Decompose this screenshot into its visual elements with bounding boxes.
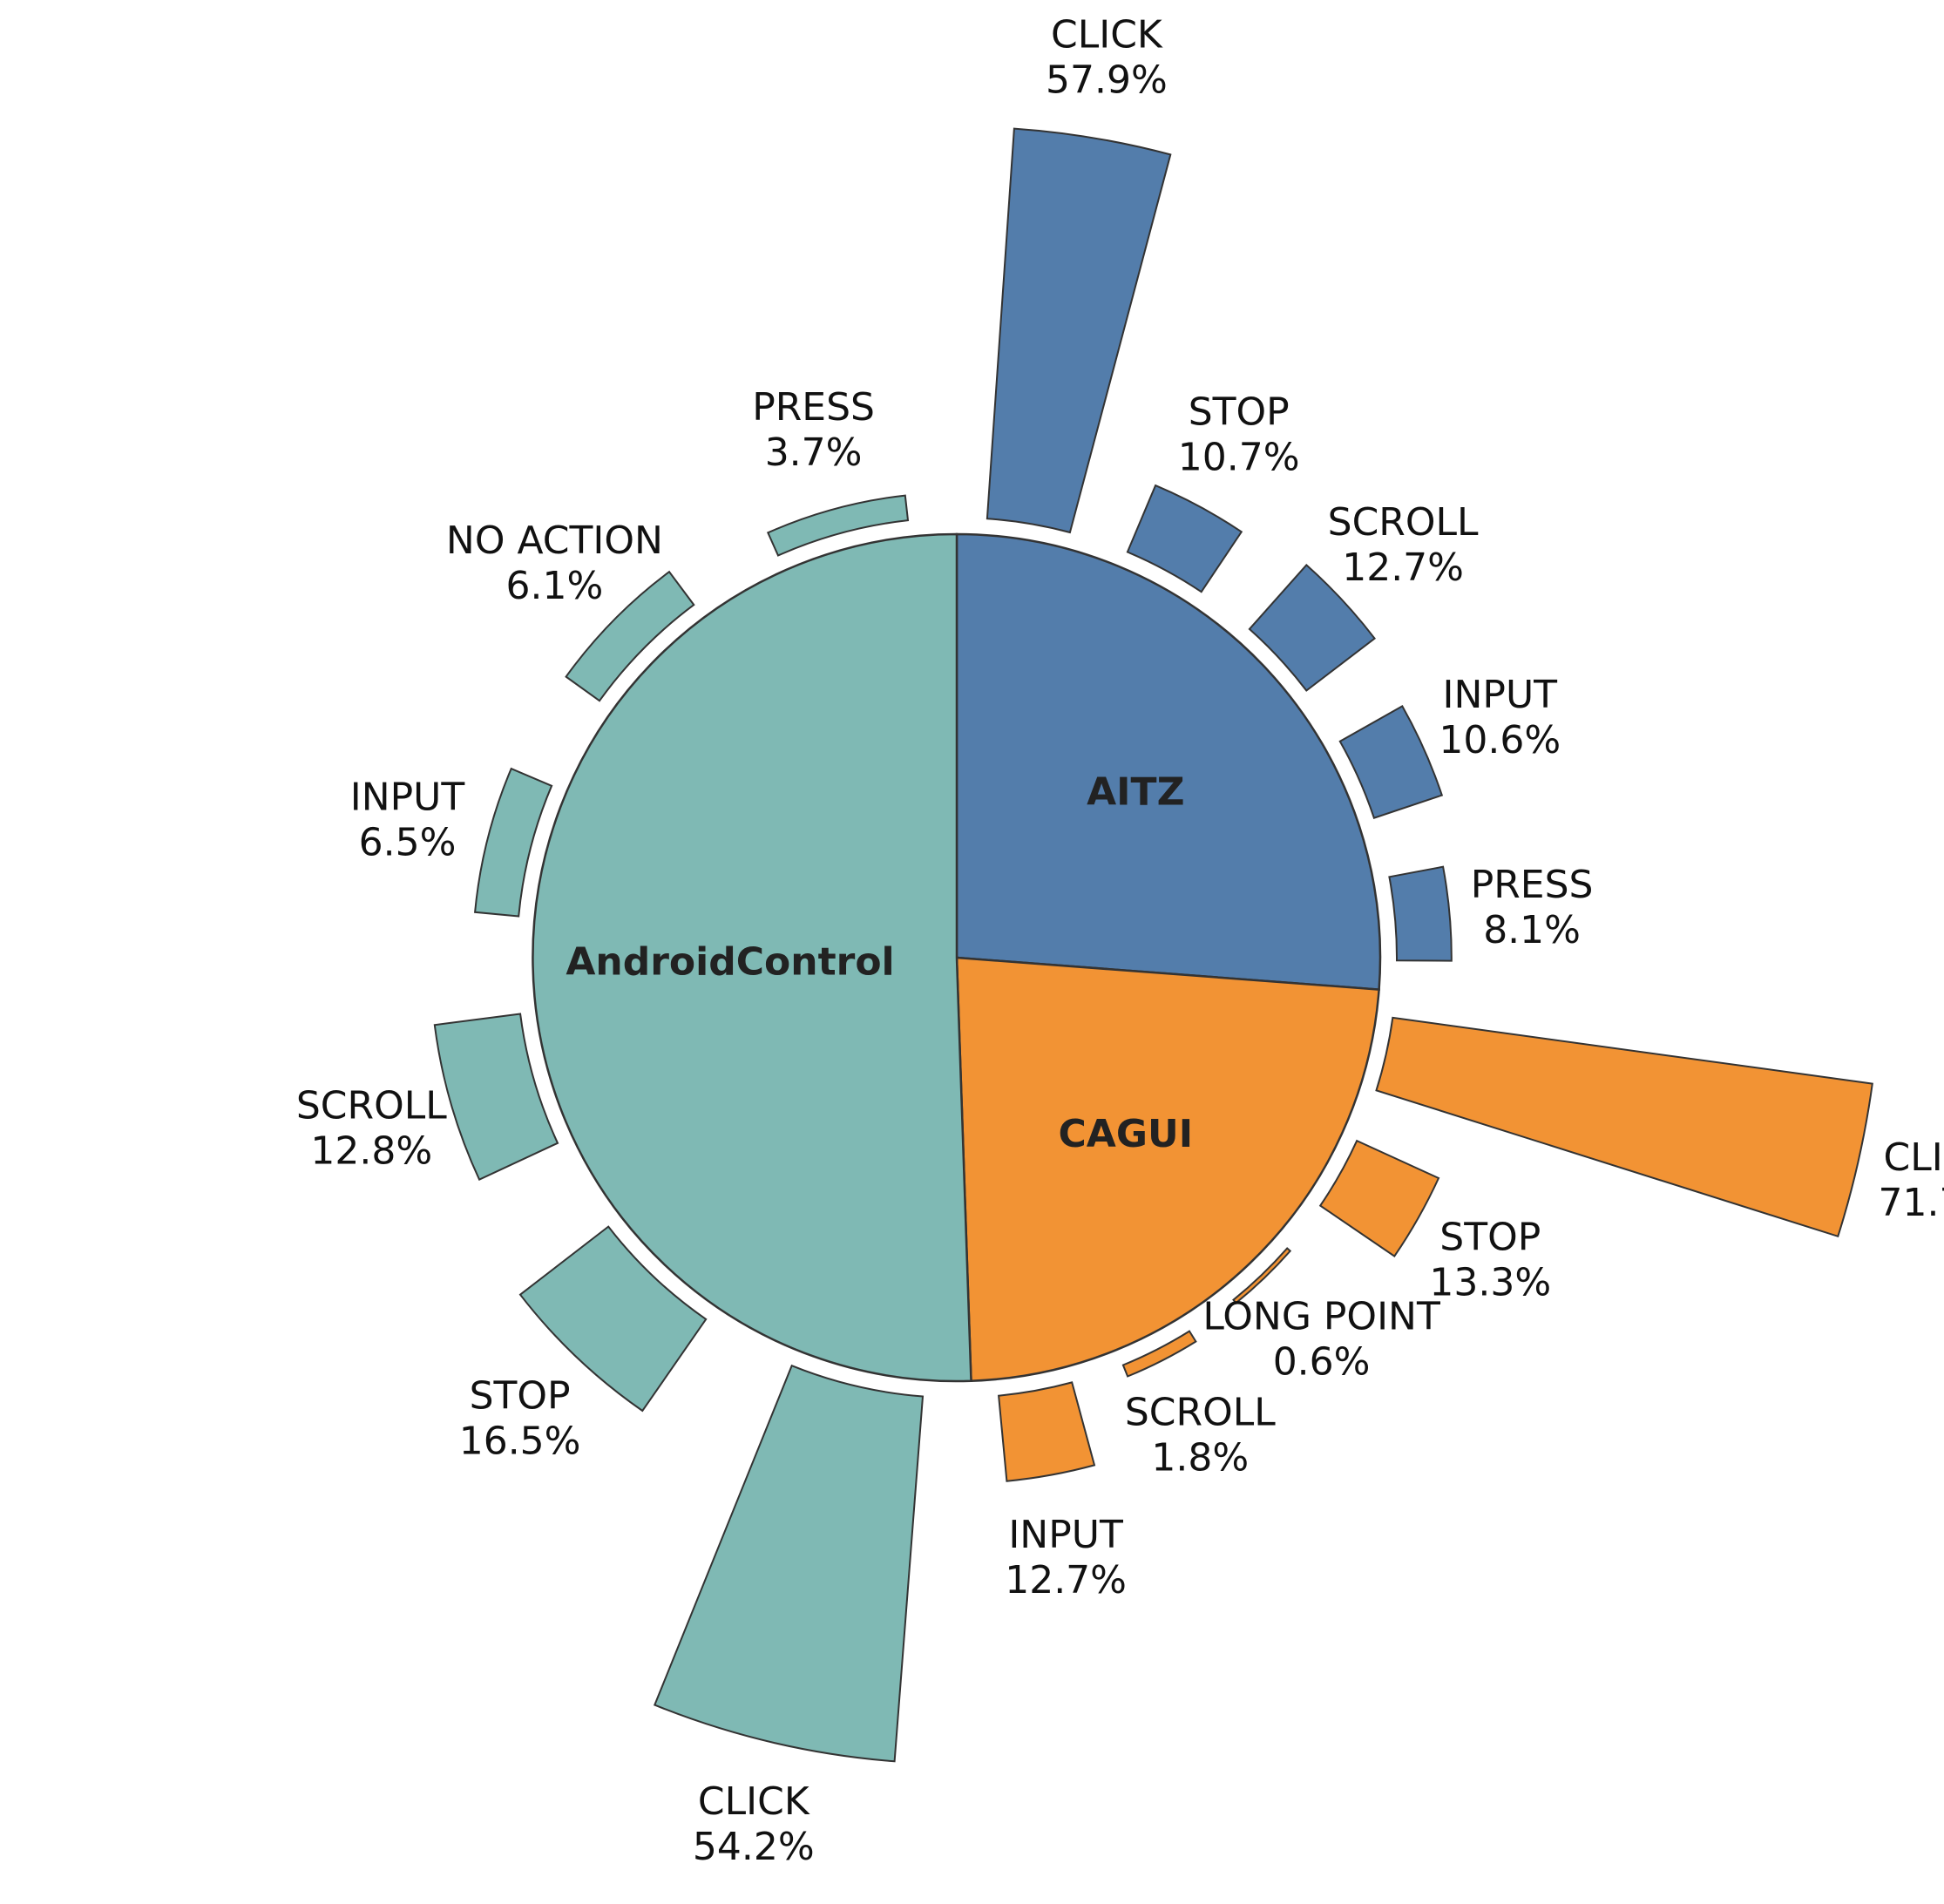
label-androidcontrol-stop: STOP 16.5% <box>459 1374 581 1464</box>
label-aitz-stop: STOP 10.7% <box>1178 390 1300 480</box>
label-cagui-long-point: LONG POINT 0.6% <box>1202 1294 1440 1384</box>
bar-androidcontrol-press <box>766 494 910 557</box>
bar-aitz-input <box>1338 705 1444 819</box>
label-aitz-input: INPUT 10.6% <box>1439 673 1561 762</box>
bar-aitz-click <box>986 127 1172 534</box>
pie-slice-aitz <box>955 532 1382 991</box>
label-androidcontrol-click: CLICK 54.2% <box>693 1779 815 1869</box>
label-androidcontrol-input: INPUT 6.5% <box>350 776 465 865</box>
bar-androidcontrol-input <box>474 767 553 918</box>
bar-androidcontrol-scroll <box>433 1013 559 1182</box>
label-cagui-input: INPUT 12.7% <box>1005 1513 1127 1602</box>
bar-androidcontrol-stop <box>518 1225 708 1413</box>
bar-cagui-click <box>1375 1016 1873 1238</box>
bar-androidcontrol-click <box>653 1364 925 1763</box>
bar-cagui-scroll <box>1121 1330 1197 1378</box>
slice-label-aitz: AITZ <box>1087 770 1184 815</box>
slice-label-androidcontrol: AndroidControl <box>566 939 894 984</box>
bar-aitz-scroll <box>1248 563 1377 692</box>
pie-slice-androidcontrol <box>532 532 972 1383</box>
slice-label-cagui: CAGUI <box>1059 1112 1194 1156</box>
label-cagui-stop: STOP 13.3% <box>1429 1216 1551 1305</box>
pie-slice-cagui <box>955 956 1380 1382</box>
bar-cagui-stop <box>1318 1139 1440 1257</box>
bar-aitz-press <box>1388 865 1453 962</box>
label-aitz-press: PRESS 8.1% <box>1471 863 1594 952</box>
bar-cagui-input <box>998 1381 1096 1482</box>
label-androidcontrol-scroll: SCROLL 12.8% <box>296 1083 447 1173</box>
bar-androidcontrol-no-action <box>565 570 695 702</box>
bar-aitz-stop <box>1126 484 1243 593</box>
label-androidcontrol-press: PRESS 3.7% <box>752 385 875 475</box>
bar-cagui-long-point <box>1232 1247 1292 1304</box>
label-androidcontrol-no-action: NO ACTION 6.1% <box>446 518 663 608</box>
label-cagui-click: CLICK71.7% <box>1879 1135 1944 1225</box>
label-cagui-scroll: SCROLL 1.8% <box>1125 1391 1276 1481</box>
label-aitz-scroll: SCROLL 12.7% <box>1328 500 1479 590</box>
label-aitz-click: CLICK 57.9% <box>1046 13 1168 103</box>
